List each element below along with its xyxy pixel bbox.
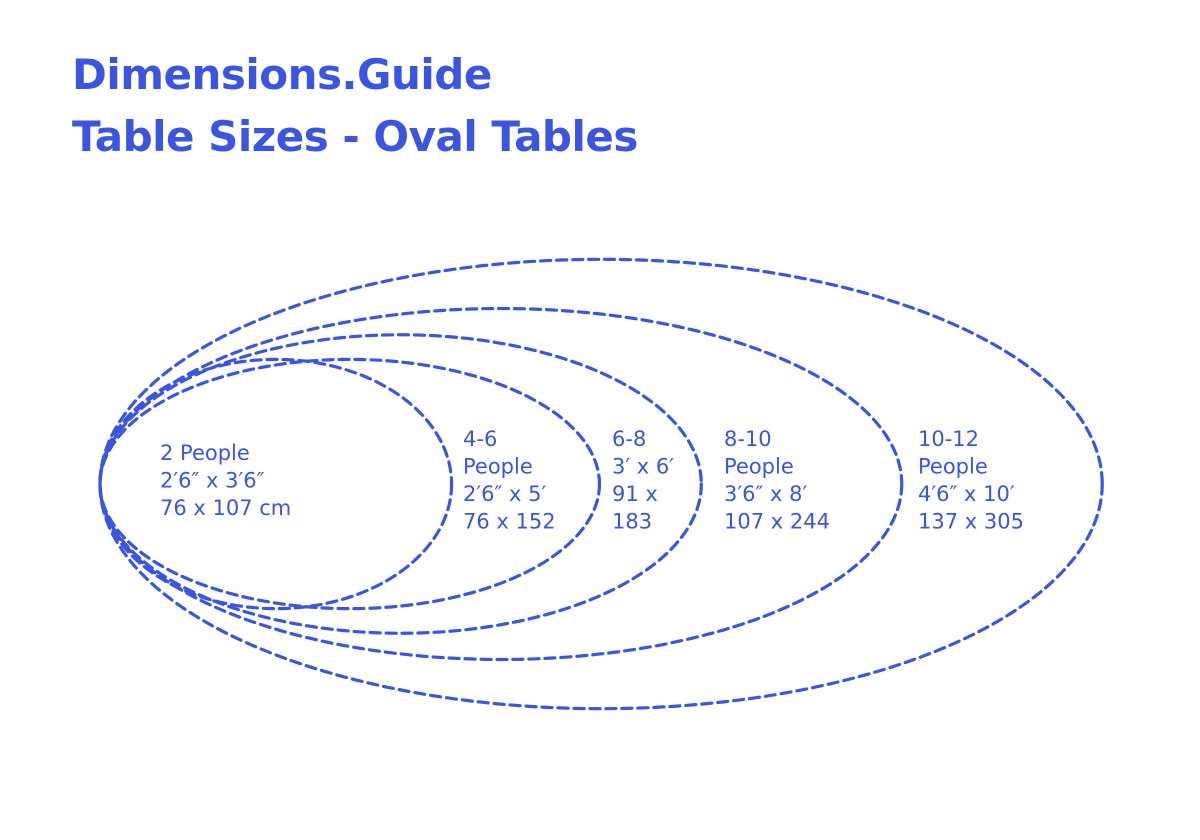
table-label-line: 2′6″ x 5′: [463, 482, 546, 506]
table-outline-10-12-people: [98, 257, 1104, 711]
table-label-line: 3′6″ x 8′: [724, 482, 807, 506]
table-label-line: 91 x: [612, 482, 658, 506]
table-outline-8-10-people: [98, 306, 904, 662]
table-label-line: 4′6″ x 10′: [918, 482, 1015, 506]
table-label-line: 3′ x 6′: [612, 455, 674, 479]
table-label-line: 76 x 107 cm: [160, 496, 291, 520]
brand-name: Dimensions.Guide: [72, 50, 492, 99]
table-label-10-12-people: 10-12 People 4′6″ x 10′ 137 x 305: [918, 427, 1024, 534]
table-label-line: 4-6: [463, 427, 497, 451]
table-label-4-6-people: 4-6 People 2′6″ x 5′ 76 x 152: [463, 427, 556, 534]
table-outlines: [98, 257, 1104, 711]
table-label-line: 107 x 244: [724, 510, 830, 534]
table-label-line: 10-12: [918, 427, 979, 451]
table-label-line: 76 x 152: [463, 510, 556, 534]
table-labels: 2 People 2′6″ x 3′6″ 76 x 107 cm 4-6 People 2…: [160, 427, 1024, 534]
table-label-line: 6-8: [612, 427, 646, 451]
table-label-8-10-people: 8-10 People 3′6″ x 8′ 107 x 244: [724, 427, 830, 534]
page-title: Dimensions.Guide Table Sizes - Oval Tabl…: [72, 44, 638, 168]
table-outline-6-8-people: [98, 333, 703, 635]
table-label-2-people: 2 People 2′6″ x 3′6″ 76 x 107 cm: [160, 441, 291, 520]
table-label-line: People: [724, 455, 794, 479]
table-label-line: 2 People: [160, 441, 250, 465]
diagram-title: Table Sizes - Oval Tables: [72, 112, 638, 161]
table-outline-4-6-people: [98, 357, 602, 611]
table-label-line: 2′6″ x 3′6″: [160, 469, 265, 493]
table-label-line: People: [918, 455, 988, 479]
table-label-line: People: [463, 455, 533, 479]
table-label-6-8-people: 6-8 3′ x 6′ 91 x 183: [612, 427, 674, 534]
table-label-line: 8-10: [724, 427, 772, 451]
table-label-line: 137 x 305: [918, 510, 1024, 534]
table-label-line: 183: [612, 510, 652, 534]
